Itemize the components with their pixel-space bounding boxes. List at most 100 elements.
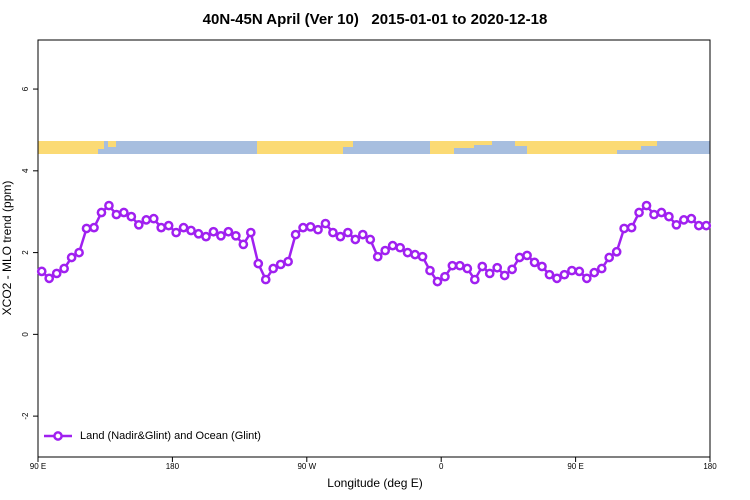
data-point bbox=[104, 200, 114, 211]
data-point bbox=[283, 256, 293, 267]
y-tick-label: 0 bbox=[21, 332, 30, 337]
data-point bbox=[223, 226, 234, 237]
data-point bbox=[641, 200, 652, 211]
data-point bbox=[156, 222, 167, 233]
data-point bbox=[477, 261, 488, 272]
data-point bbox=[455, 260, 465, 271]
data-point bbox=[701, 220, 712, 231]
data-point bbox=[141, 215, 152, 225]
data-point bbox=[574, 266, 585, 277]
data-point bbox=[634, 207, 644, 218]
y-tick-label: -2 bbox=[21, 412, 30, 420]
legend-marker bbox=[53, 431, 63, 441]
data-point bbox=[492, 262, 503, 273]
data-point bbox=[231, 230, 241, 241]
x-tick-label: 180 bbox=[703, 462, 717, 471]
data-point bbox=[74, 247, 84, 258]
data-point bbox=[425, 265, 435, 276]
data-point bbox=[275, 259, 286, 270]
data-point bbox=[126, 211, 137, 222]
data-point bbox=[529, 257, 540, 268]
data-point bbox=[350, 234, 361, 245]
data-point bbox=[671, 219, 682, 230]
data-point bbox=[36, 266, 47, 277]
x-tick-label: 90 W bbox=[297, 462, 316, 471]
data-point bbox=[201, 231, 211, 242]
y-tick-label: 2 bbox=[21, 250, 30, 255]
data-point bbox=[544, 269, 555, 280]
data-point bbox=[51, 268, 62, 279]
data-point bbox=[469, 274, 480, 285]
x-tick-label: 90 E bbox=[30, 462, 46, 471]
data-point bbox=[499, 270, 510, 281]
data-point bbox=[208, 226, 219, 237]
data-point bbox=[253, 258, 264, 269]
data-point bbox=[380, 245, 391, 256]
data-point bbox=[96, 207, 107, 218]
data-point bbox=[59, 263, 69, 274]
data-point bbox=[178, 222, 189, 233]
data-point bbox=[656, 207, 667, 218]
data-point bbox=[268, 263, 279, 274]
data-point bbox=[484, 268, 495, 279]
data-point bbox=[514, 252, 525, 263]
x-tick-label: 90 E bbox=[567, 462, 583, 471]
data-point bbox=[186, 225, 196, 236]
data-point bbox=[335, 231, 346, 242]
data-point bbox=[596, 263, 607, 274]
data-point bbox=[81, 223, 92, 234]
data-point bbox=[66, 252, 77, 263]
data-point bbox=[372, 251, 383, 262]
data-point bbox=[686, 213, 697, 224]
data-point bbox=[260, 274, 271, 285]
data-point bbox=[410, 249, 420, 260]
data-point bbox=[693, 220, 704, 231]
data-point bbox=[619, 223, 629, 234]
data-point bbox=[343, 227, 353, 238]
data-point bbox=[589, 267, 600, 278]
y-tick-label: 4 bbox=[21, 168, 30, 173]
data-point bbox=[440, 271, 450, 282]
data-point bbox=[328, 227, 338, 238]
data-point bbox=[604, 252, 615, 263]
legend-label: Land (Nadir&Glint) and Ocean (Glint) bbox=[80, 430, 261, 442]
data-point bbox=[462, 263, 473, 274]
x-axis-label: Longitude (deg E) bbox=[327, 476, 422, 490]
series-line bbox=[40, 203, 707, 284]
data-point bbox=[507, 264, 517, 275]
x-tick-label: 180 bbox=[166, 462, 180, 471]
data-point bbox=[559, 269, 570, 280]
data-point bbox=[365, 234, 376, 245]
data-point bbox=[432, 276, 443, 287]
data-point bbox=[245, 227, 256, 238]
chart-title: 40N-45N April (Ver 10) 2015-01-01 to 202… bbox=[203, 11, 548, 28]
data-point bbox=[148, 213, 159, 224]
data-point bbox=[238, 239, 249, 250]
data-point bbox=[447, 260, 458, 271]
data-point bbox=[163, 220, 174, 231]
data-point bbox=[552, 273, 562, 284]
data-point bbox=[537, 261, 547, 272]
data-point bbox=[567, 265, 577, 276]
data-point bbox=[626, 222, 637, 233]
plot-frame bbox=[37, 39, 711, 458]
land-ocean-strip bbox=[38, 141, 710, 154]
data-point bbox=[611, 246, 622, 257]
data-point bbox=[320, 218, 331, 229]
data-point bbox=[171, 227, 181, 238]
data-point bbox=[581, 273, 592, 284]
data-point bbox=[193, 228, 204, 239]
data-point bbox=[679, 215, 689, 225]
data-point bbox=[44, 273, 55, 284]
data-point bbox=[111, 209, 122, 220]
data-point bbox=[133, 219, 144, 230]
data-point bbox=[649, 209, 659, 220]
data-point bbox=[387, 240, 398, 251]
data-point bbox=[402, 247, 413, 258]
data-point bbox=[664, 211, 674, 222]
x-tick-label: 0 bbox=[439, 462, 444, 471]
data-point bbox=[216, 230, 226, 241]
data-point bbox=[290, 229, 301, 240]
data-point bbox=[313, 224, 323, 235]
